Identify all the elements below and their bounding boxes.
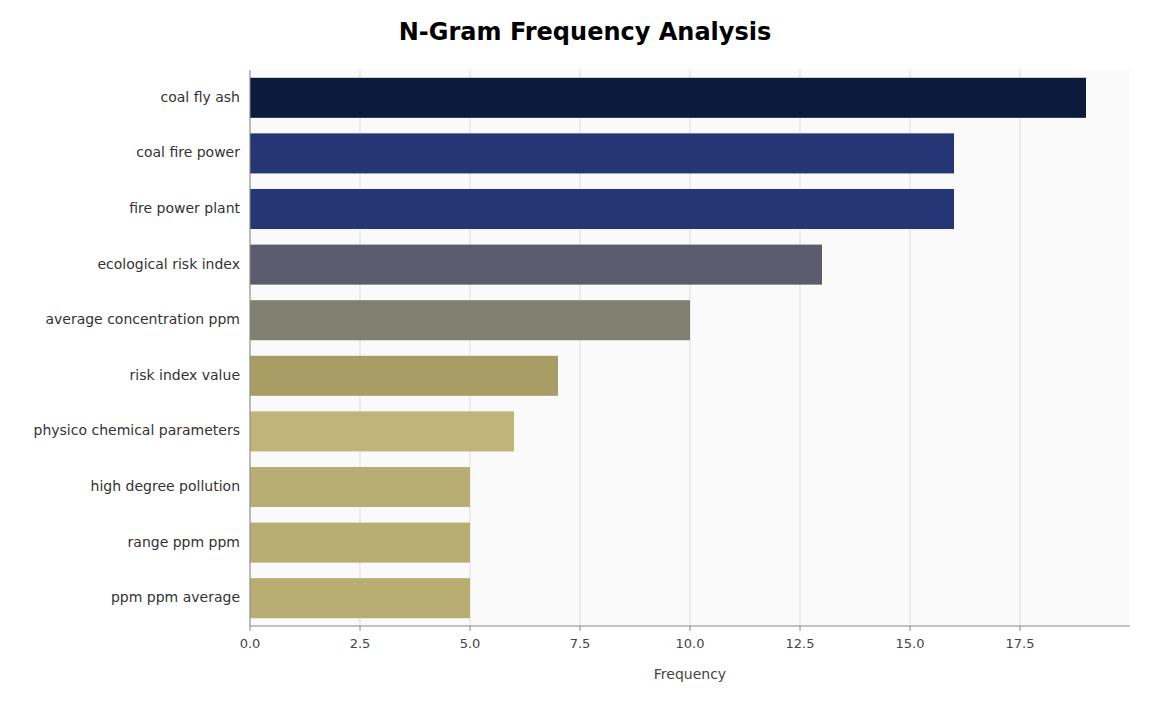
category-label: coal fire power xyxy=(136,144,240,160)
y-ticks: ppm ppm average range ppm ppm high degree … xyxy=(34,89,241,605)
bar xyxy=(250,467,470,507)
tick-mark xyxy=(690,626,691,631)
x-ticks: 0.0 2.5 5.0 7.5 10.0 12.5 15.0 17.5 xyxy=(240,626,1035,651)
tick-label: 2.5 xyxy=(350,636,371,651)
tick-mark xyxy=(470,626,471,631)
grid xyxy=(250,70,1020,626)
tick-mark xyxy=(360,626,361,631)
tick-label: 7.5 xyxy=(570,636,591,651)
category-label: high degree pollution xyxy=(91,478,240,494)
category-label: ppm ppm average xyxy=(111,589,240,605)
bars xyxy=(250,78,1086,618)
tick-label: 0.0 xyxy=(240,636,261,651)
category-label: physico chemical parameters xyxy=(34,422,240,438)
bar xyxy=(250,300,690,340)
tick-mark xyxy=(580,626,581,631)
x-axis-line xyxy=(250,626,1130,627)
y-axis-line xyxy=(250,70,251,626)
tick-mark xyxy=(800,626,801,631)
plot-background xyxy=(250,70,1130,626)
grid-line xyxy=(250,70,251,626)
chart-title: N-Gram Frequency Analysis xyxy=(399,18,772,46)
page: {"chart_data": {"type": "bar", "orientat… xyxy=(0,0,1170,701)
bar xyxy=(250,245,822,285)
tick-label: 15.0 xyxy=(896,636,925,651)
tick-mark xyxy=(1020,626,1021,631)
tick-mark xyxy=(910,626,911,631)
bar xyxy=(250,411,514,451)
category-label: risk index value xyxy=(130,367,241,383)
bar xyxy=(250,133,954,173)
category-label: coal fly ash xyxy=(161,89,240,105)
tick-mark xyxy=(250,626,251,631)
category-label: ecological risk index xyxy=(97,256,240,272)
tick-label: 5.0 xyxy=(460,636,481,651)
category-label: average concentration ppm xyxy=(45,311,240,327)
bar xyxy=(250,189,954,229)
bar xyxy=(250,523,470,563)
chart-svg: 0.0 2.5 5.0 7.5 10.0 12.5 15.0 17.5 ppm ppm aver… xyxy=(0,0,1170,701)
x-axis-label: Frequency xyxy=(654,666,726,682)
category-label: fire power plant xyxy=(129,200,240,216)
chart-container: 0.0 2.5 5.0 7.5 10.0 12.5 15.0 17.5 ppm ppm aver… xyxy=(0,0,1170,701)
bar xyxy=(250,78,1086,118)
bar xyxy=(250,356,558,396)
category-label: range ppm ppm xyxy=(128,534,240,550)
tick-label: 12.5 xyxy=(786,636,815,651)
tick-label: 17.5 xyxy=(1006,636,1035,651)
tick-label: 10.0 xyxy=(676,636,705,651)
grid-line xyxy=(1020,70,1021,626)
bar xyxy=(250,578,470,618)
